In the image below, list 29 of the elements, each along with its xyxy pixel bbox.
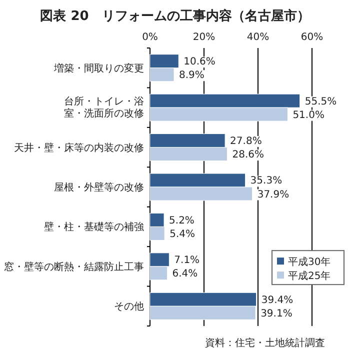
y-tick-label: 天井・壁・床等の内装の改修	[14, 142, 144, 154]
x-tick-label: 20%	[192, 32, 216, 43]
y-tick-label: 壁・柱・基礎等の補強	[44, 221, 144, 234]
data-label: 6.4%	[172, 268, 198, 280]
data-label: 51.0%	[292, 110, 324, 121]
data-label: 37.9%	[257, 189, 290, 200]
data-label: 27.8%	[230, 136, 262, 148]
y-tick-label: 台所・トイレ・浴室・洗面所の改修	[64, 96, 144, 120]
data-label: 55.5%	[304, 96, 337, 108]
data-label: 8.9%	[179, 70, 204, 82]
y-tick-label: その他	[114, 300, 144, 313]
x-tick-label: 0%	[142, 32, 158, 43]
data-label: 39.4%	[261, 294, 294, 306]
chart-title: 図表 20 リフォームの工事内容（名古屋市）	[40, 8, 310, 24]
data-label: 35.3%	[250, 176, 282, 187]
y-tick-label: 増築・間取りの変更	[53, 62, 144, 74]
text: 資料：住宅・土地統計調査	[205, 337, 325, 349]
x-tick-label: 40%	[246, 32, 270, 43]
data-label: 28.6%	[232, 150, 264, 161]
y-tick-label: 窓・壁等の断熱・結露防止工事	[4, 260, 144, 273]
data-label: 5.4%	[170, 228, 195, 240]
legend-label: 平成30年	[288, 256, 331, 268]
data-label: 39.1%	[260, 308, 292, 320]
y-tick-label: 屋根・外壁等の改修	[54, 182, 144, 194]
legend-label: 平成25年	[288, 270, 331, 282]
data-label: 10.6%	[184, 56, 216, 68]
data-label: 7.1%	[174, 255, 200, 266]
x-tick-label: 60%	[300, 32, 324, 43]
data-label: 5.2%	[169, 215, 194, 226]
